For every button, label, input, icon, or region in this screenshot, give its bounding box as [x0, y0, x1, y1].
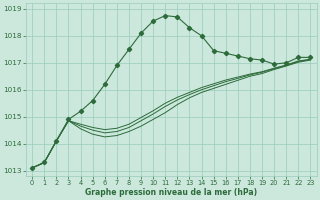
X-axis label: Graphe pression niveau de la mer (hPa): Graphe pression niveau de la mer (hPa): [85, 188, 257, 197]
